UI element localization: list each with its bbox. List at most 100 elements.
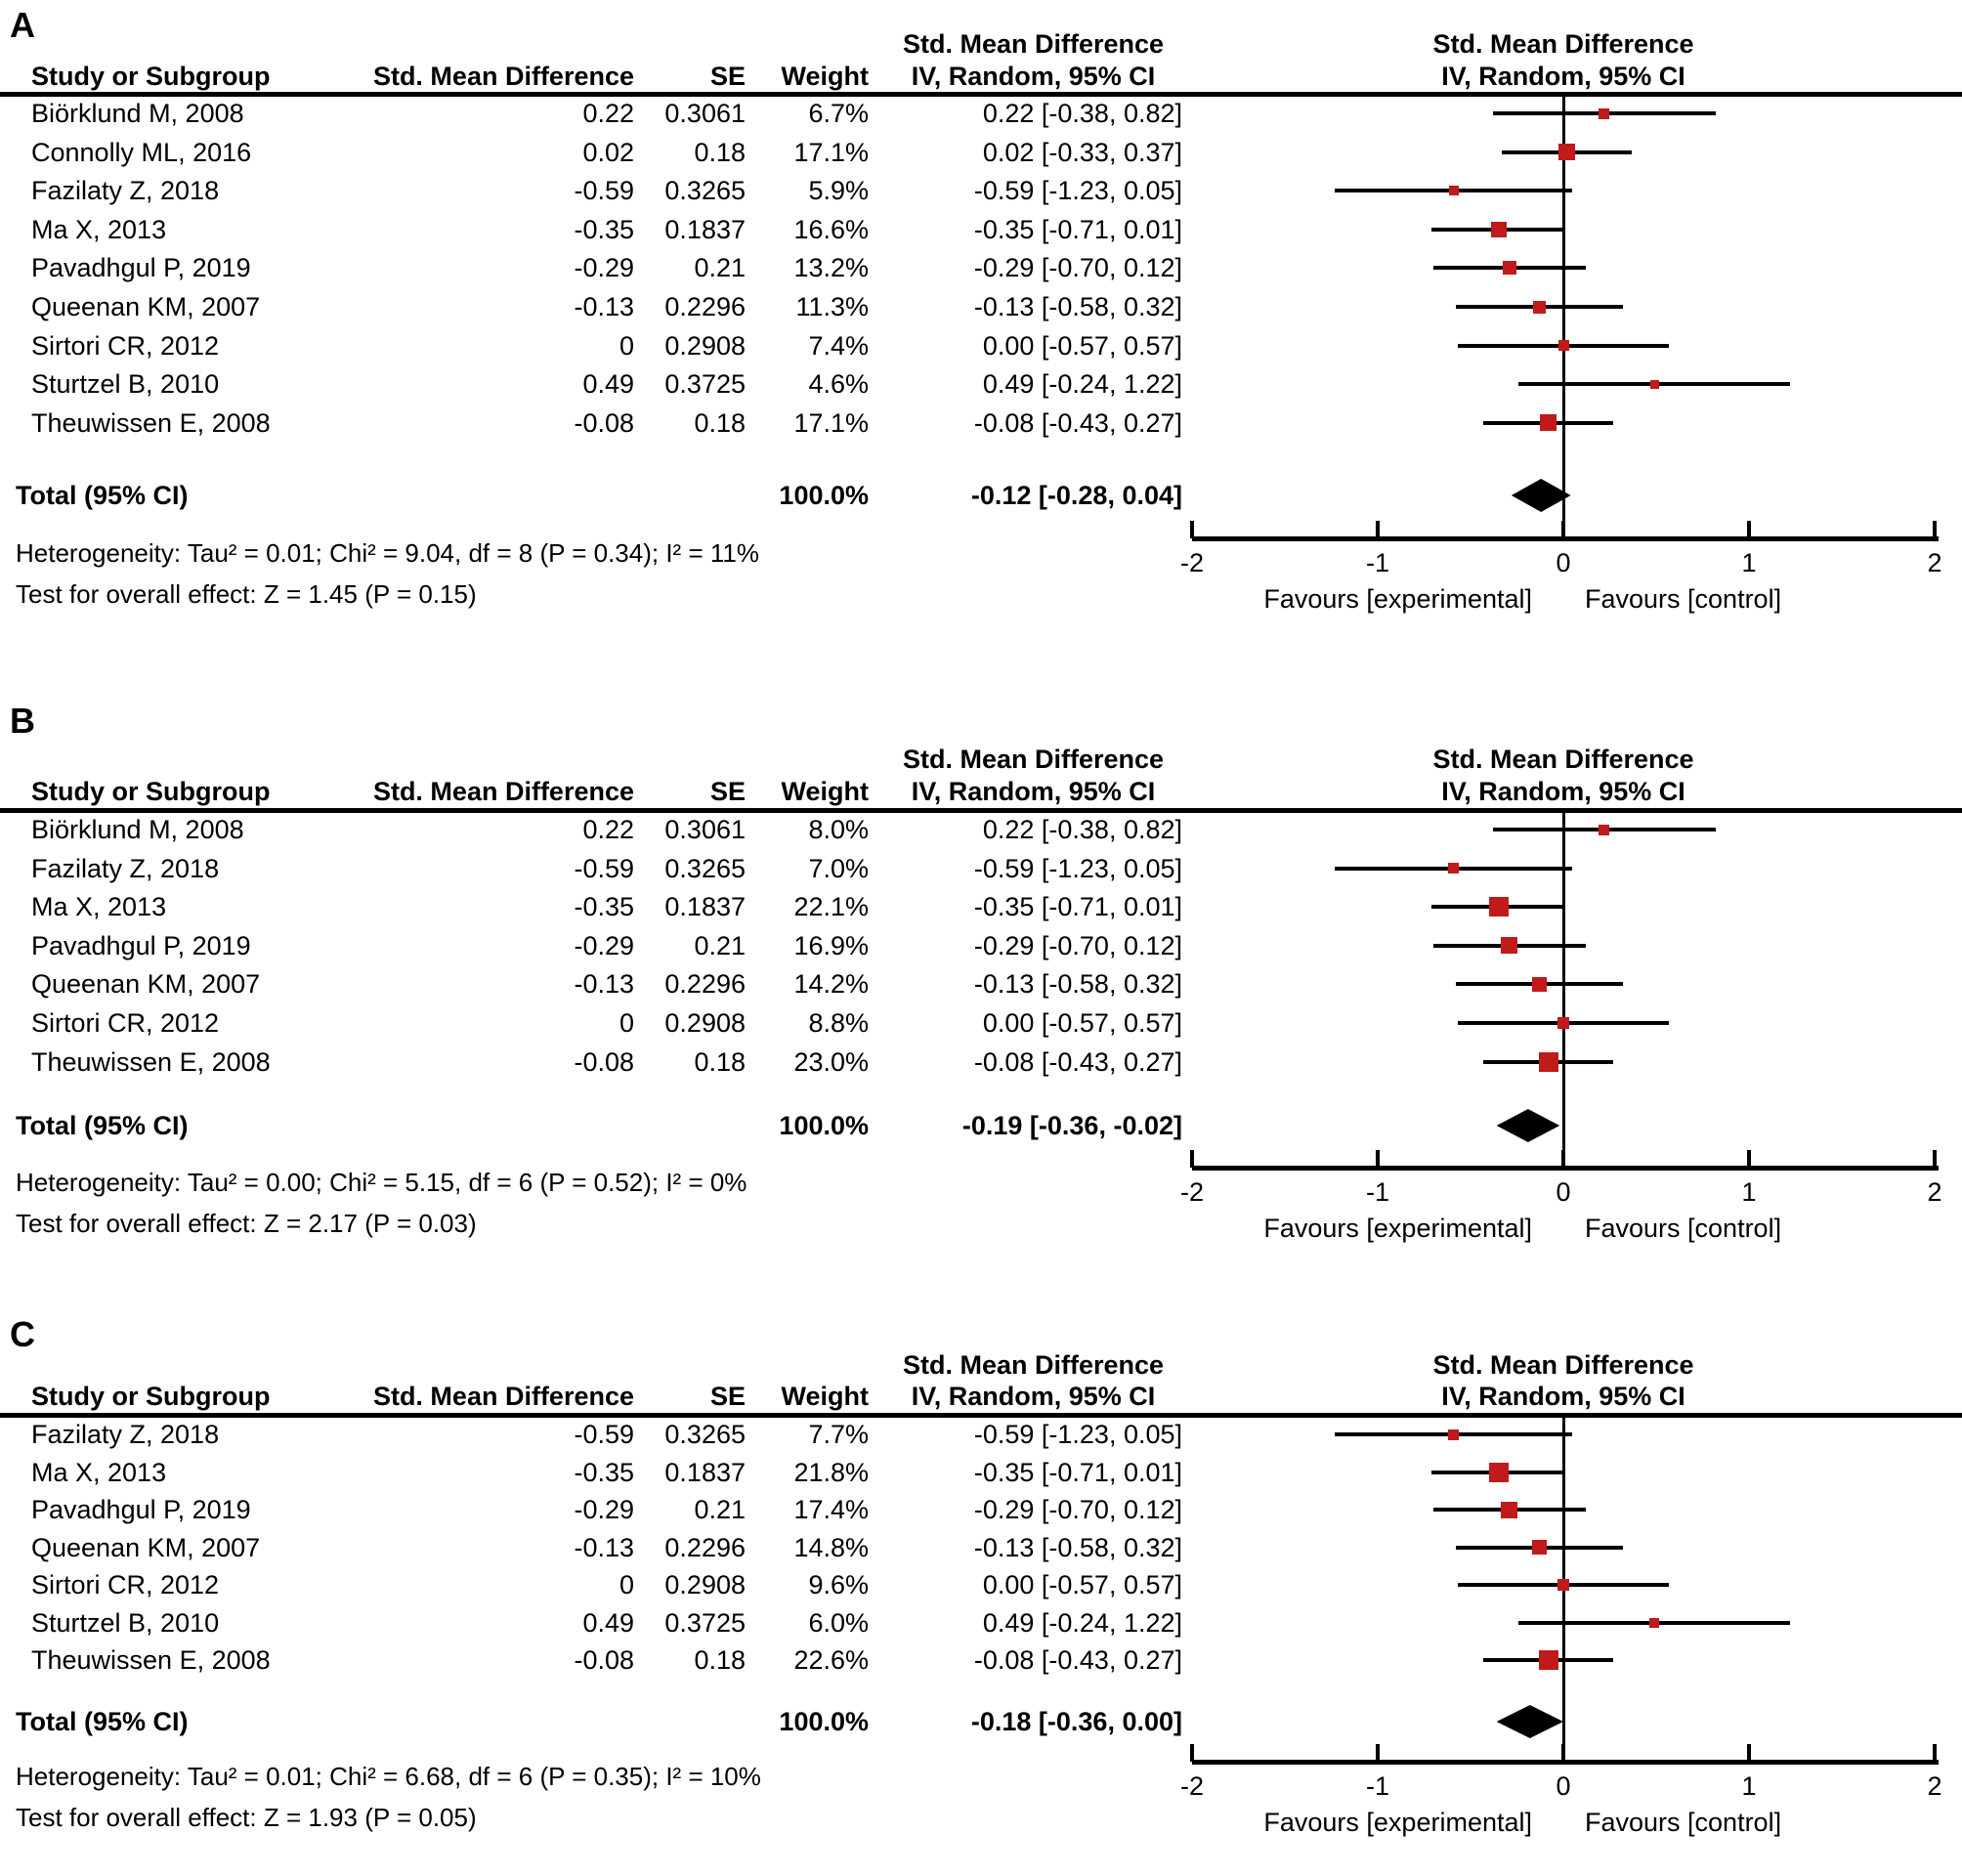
total-ci: -0.18 [-0.36, 0.00] [970,1707,1182,1736]
column-header-smd: Std. Mean Difference [372,62,634,91]
se-value: 0.2296 [664,292,746,321]
se-value: 0.18 [694,407,746,438]
weight-value: 6.0% [808,1607,869,1638]
heterogeneity-text: Heterogeneity: Tau² = 0.00; Chi² = 5.15,… [16,1168,747,1197]
smd-value: -0.08 [574,407,634,438]
se-value: 0.3061 [664,99,746,128]
smd-value: -0.08 [574,1645,634,1675]
study-name: Theuwissen E, 2008 [31,1645,271,1675]
effect-marker [1538,1051,1558,1072]
column-header-study: Study or Subgroup [31,1382,271,1411]
ci-value: 0.49 [-0.24, 1.22] [982,369,1182,400]
se-value: 0.3725 [664,369,746,400]
axis-tick [1933,1150,1937,1168]
se-value: 0.1837 [664,892,746,922]
panel-label: A [10,5,35,45]
smd-value: -0.59 [574,1420,634,1449]
weight-value: 16.9% [793,930,869,960]
ci-value: -0.13 [-0.58, 0.32] [973,292,1182,321]
overall-effect-text: Test for overall effect: Z = 1.45 (P = 0… [16,579,477,609]
ci-value: -0.08 [-0.43, 0.27] [973,1645,1182,1675]
effect-marker [1557,340,1569,352]
effect-marker [1448,186,1459,196]
ci-value: 0.00 [-0.57, 0.57] [982,1570,1182,1599]
smd-value: -0.29 [574,253,634,283]
axis-tick [1561,1150,1565,1168]
ci-value: -0.59 [-1.23, 0.05] [973,1420,1182,1449]
weight-value: 16.6% [793,214,869,244]
axis-tick [1747,1150,1751,1168]
se-value: 0.3725 [664,1607,746,1638]
effect-marker [1538,1650,1558,1670]
tick-label: -2 [1179,548,1204,577]
favours-control-label: Favours [control] [1585,1808,1782,1837]
study-name: Biörklund M, 2008 [31,99,244,128]
summary-diamond [1496,1109,1560,1142]
smd-value: -0.35 [574,214,634,244]
weight-value: 6.7% [808,99,869,128]
effect-marker [1599,824,1610,835]
panel-label: B [10,701,35,741]
effect-marker [1532,300,1546,314]
ci-value: -0.35 [-0.71, 0.01] [973,892,1182,922]
study-name: Biörklund M, 2008 [31,815,244,844]
weight-value: 7.0% [808,853,869,883]
effect-marker [1558,144,1576,161]
smd-value: 0 [618,1570,634,1599]
total-ci: -0.12 [-0.28, 0.04] [970,481,1182,510]
weight-value: 7.4% [808,330,869,361]
study-name: Queenan KM, 2007 [31,292,261,321]
column-header-smd: Std. Mean Difference [372,1382,634,1411]
tick-label: 0 [1556,548,1571,577]
x-axis [1192,1760,1939,1765]
study-name: Ma X, 2013 [31,1457,167,1487]
study-name: Sturtzel B, 2010 [31,369,220,400]
effect-marker [1502,261,1516,276]
total-label: Total (95% CI) [16,1707,189,1736]
effect-marker [1490,221,1507,237]
weight-value: 8.8% [808,1008,869,1038]
total-label: Total (95% CI) [16,481,189,510]
study-name: Pavadhgul P, 2019 [31,1495,251,1524]
panel-label: C [10,1314,35,1354]
x-axis [1192,1166,1939,1171]
weight-value: 14.8% [793,1532,869,1562]
weight-value: 22.1% [793,892,869,922]
tick-label: -1 [1365,1771,1389,1801]
zero-line [1561,813,1565,1166]
ci-value: -0.59 [-1.23, 0.05] [973,853,1182,883]
column-header-se: SE [709,777,746,806]
axis-tick [1376,521,1380,538]
overall-effect-text: Test for overall effect: Z = 2.17 (P = 0… [16,1209,477,1238]
effect-marker [1501,1501,1518,1518]
smd-value: -0.59 [574,176,634,206]
axis-tick [1561,1744,1565,1762]
header-smd-text-col: Std. Mean Difference [902,745,1165,774]
tick-label: 2 [1927,548,1942,577]
axis-tick [1190,1744,1194,1762]
se-value: 0.18 [694,1046,746,1077]
effect-marker [1531,1540,1547,1555]
se-value: 0.21 [694,930,746,960]
tick-label: 1 [1741,1771,1757,1801]
smd-value: -0.35 [574,1457,634,1487]
column-header-study: Study or Subgroup [31,62,271,91]
tick-label: 2 [1927,1177,1942,1207]
axis-tick [1747,1744,1751,1762]
ci-value: -0.29 [-0.70, 0.12] [973,1495,1182,1524]
header-smd-text-col: Std. Mean Difference [902,29,1165,59]
smd-value: -0.13 [574,292,634,321]
axis-tick [1747,521,1751,538]
column-header-se: SE [709,62,746,91]
study-name: Fazilaty Z, 2018 [31,1420,220,1449]
weight-value: 7.7% [808,1420,869,1449]
weight-value: 21.8% [793,1457,869,1487]
smd-value: -0.29 [574,930,634,960]
se-value: 0.3061 [664,815,746,844]
x-axis [1192,536,1939,541]
header-smd-graph-col: Std. Mean Difference [1432,1350,1694,1380]
column-header-se: SE [709,1382,746,1411]
ci-value: -0.13 [-0.58, 0.32] [973,969,1182,1000]
effect-marker [1540,414,1557,432]
smd-value: -0.13 [574,969,634,1000]
